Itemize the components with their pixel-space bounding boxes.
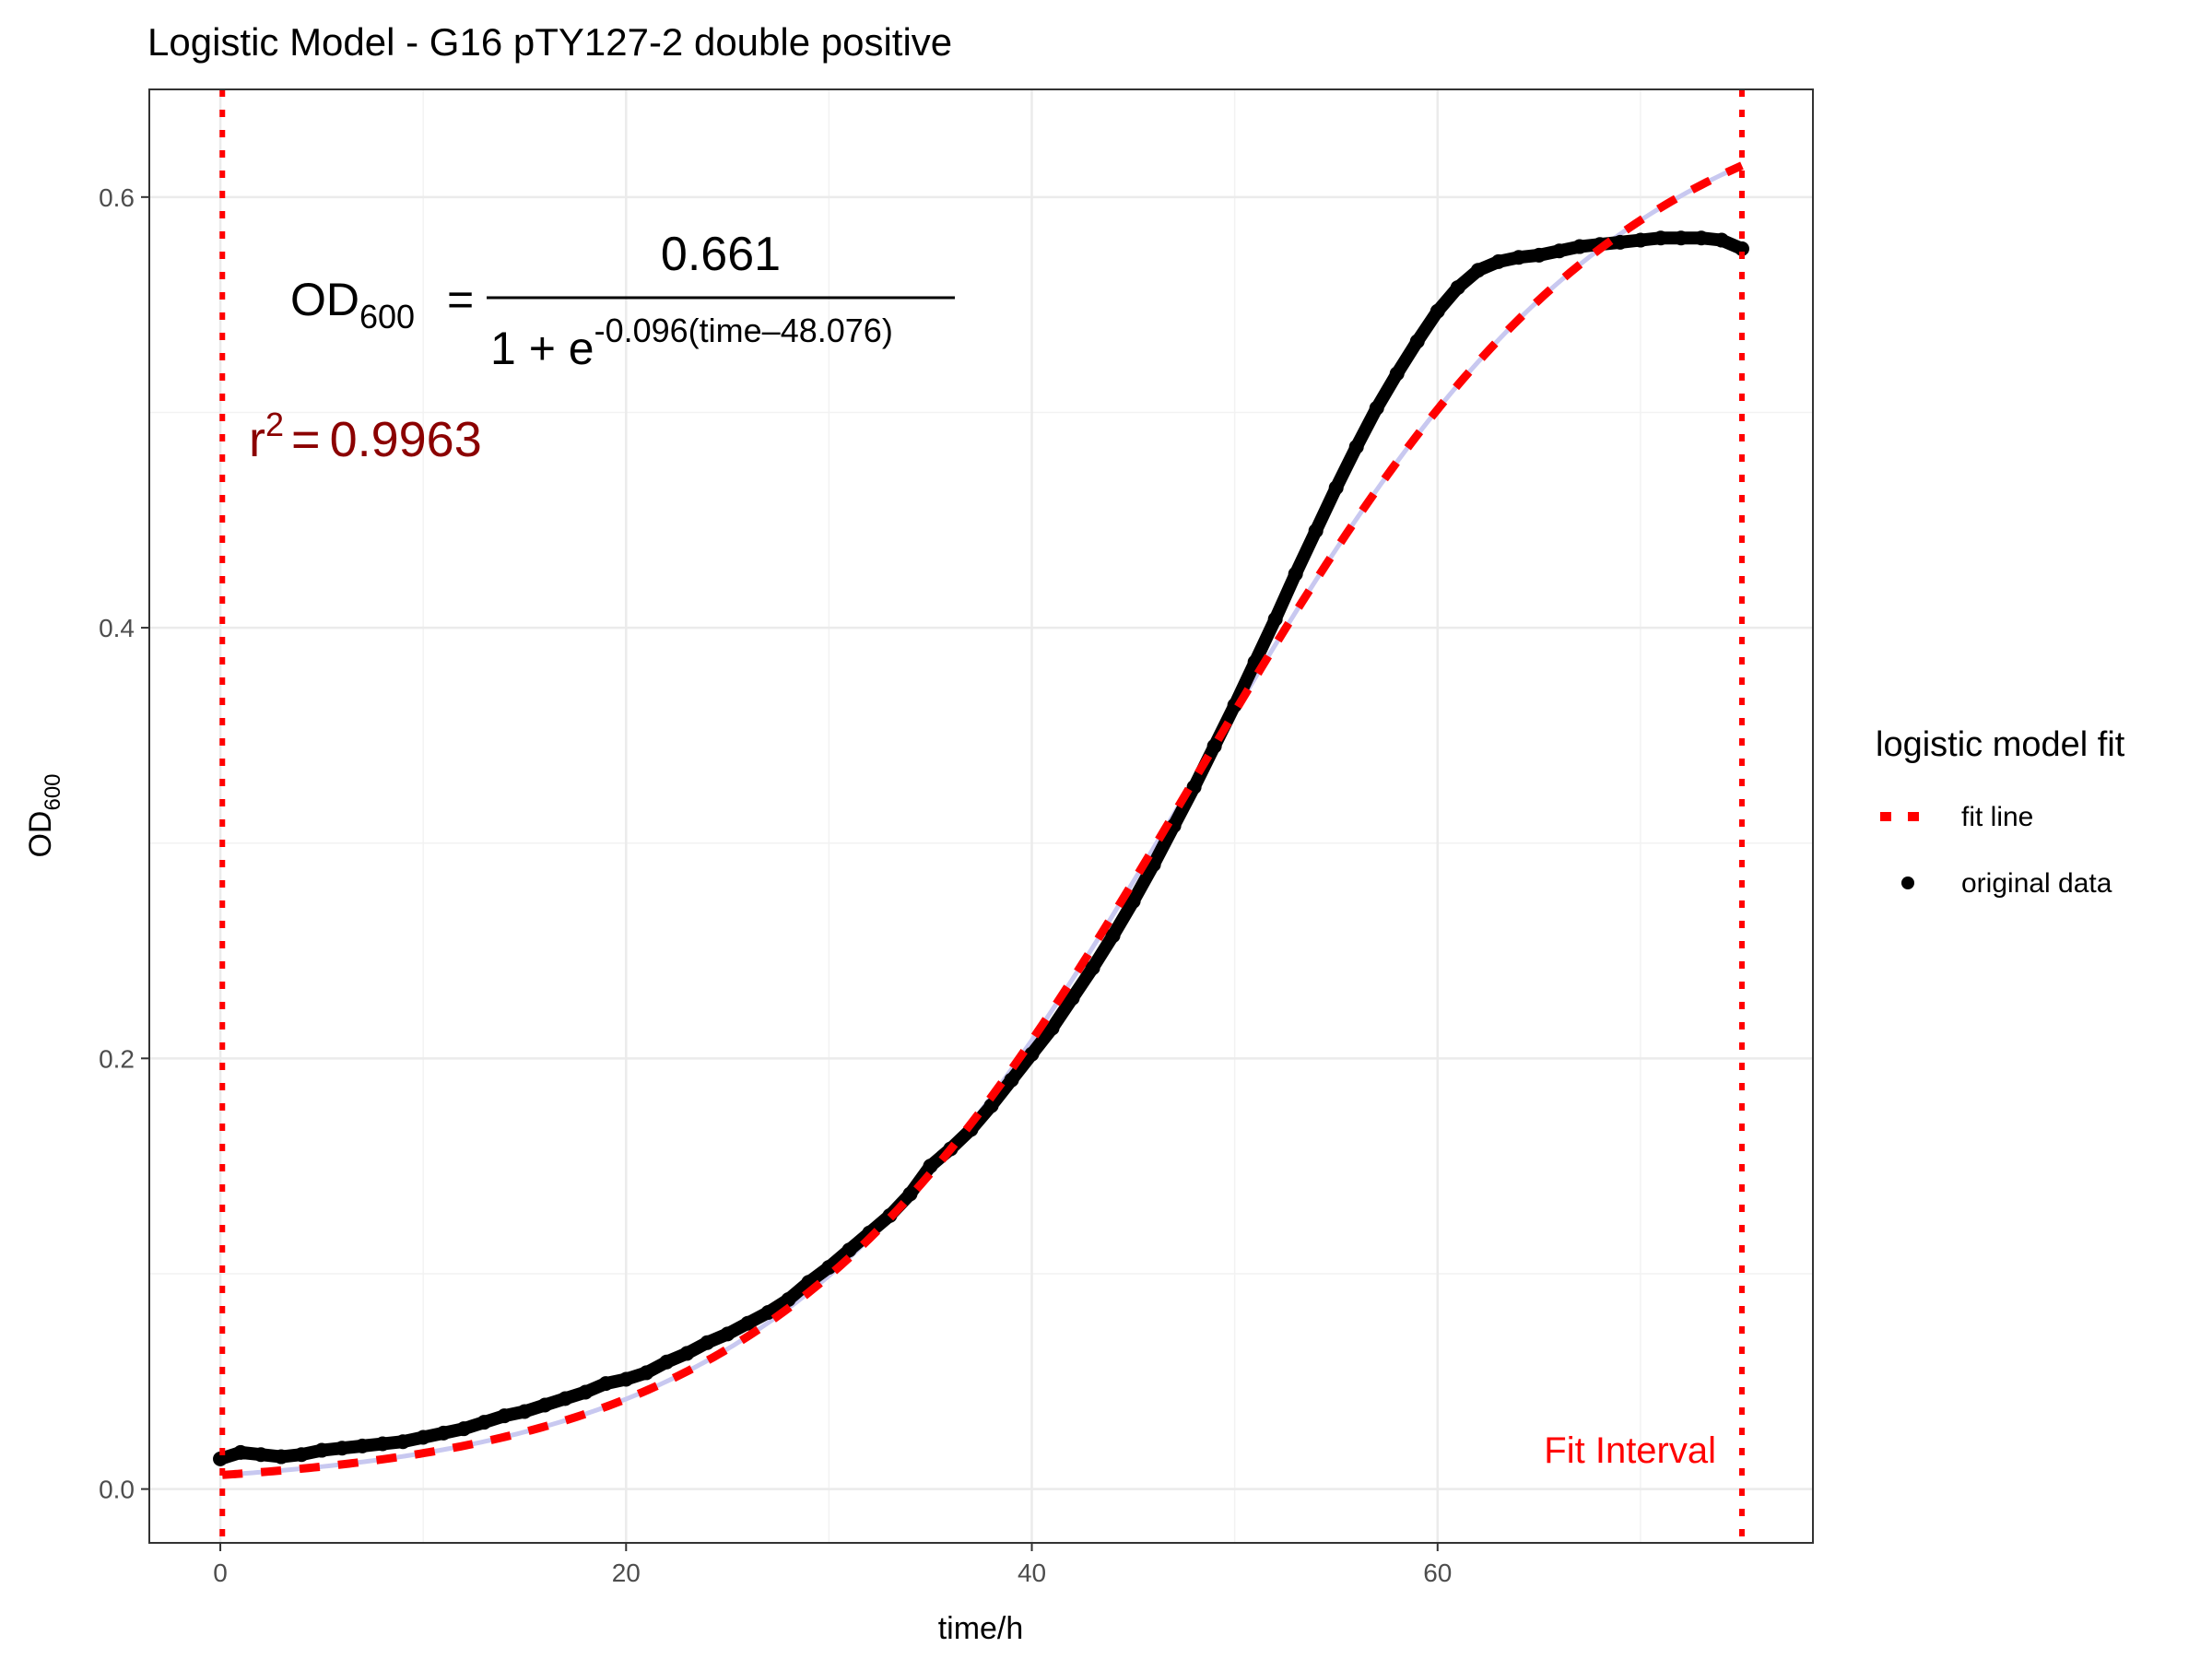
equation-annotation: OD600 = 0.661 1 + e-0.096(time–48.076) <box>290 228 955 374</box>
y-axis-title-main: OD <box>23 811 58 858</box>
y-tick-label: 0.0 <box>99 1476 135 1504</box>
equation-denominator: 1 + e-0.096(time–48.076) <box>490 312 893 374</box>
panel-border <box>148 88 1814 1544</box>
grid-layer <box>149 89 1813 1543</box>
chart-title: Logistic Model - G16 pTY127-2 double pos… <box>147 20 952 64</box>
x-axis-title: time/h <box>938 1611 1024 1646</box>
equation-equals: = <box>447 274 474 325</box>
equation-lhs: OD600 <box>290 274 415 335</box>
points-layer <box>213 230 1749 1466</box>
y-tick-label: 0.4 <box>99 614 135 642</box>
x-axis: 0 20 40 60 <box>213 1543 1452 1587</box>
x-tick-label: 20 <box>612 1559 641 1587</box>
fit-curve-underlay <box>222 163 1743 1477</box>
x-tick-label: 40 <box>1018 1559 1046 1587</box>
x-tick-label: 0 <box>213 1559 228 1587</box>
fit-layer <box>222 163 1743 1477</box>
legend-original-data-swatch <box>1901 877 1914 889</box>
legend-original-data-label: original data <box>1961 868 2112 899</box>
r-squared-annotation: r2 = 0.9963 <box>249 406 482 467</box>
data-point-trace <box>214 231 1748 1465</box>
fit-line <box>221 161 1744 1479</box>
y-tick-label: 0.6 <box>99 183 135 212</box>
y-tick-label: 0.2 <box>99 1044 135 1073</box>
y-axis-title-sub: 600 <box>41 773 65 810</box>
y-axis: 0.0 0.2 0.4 0.6 <box>99 183 149 1504</box>
fit-interval-label: Fit Interval <box>1544 1430 1716 1471</box>
legend-title: logistic model fit <box>1876 725 2125 764</box>
y-axis-title: OD600 <box>23 773 65 857</box>
legend: logistic model fit fit line original dat… <box>1876 725 2125 899</box>
legend-fit-line-label: fit line <box>1961 802 2033 832</box>
x-tick-label: 60 <box>1423 1559 1452 1587</box>
equation-numerator: 0.661 <box>661 228 781 281</box>
